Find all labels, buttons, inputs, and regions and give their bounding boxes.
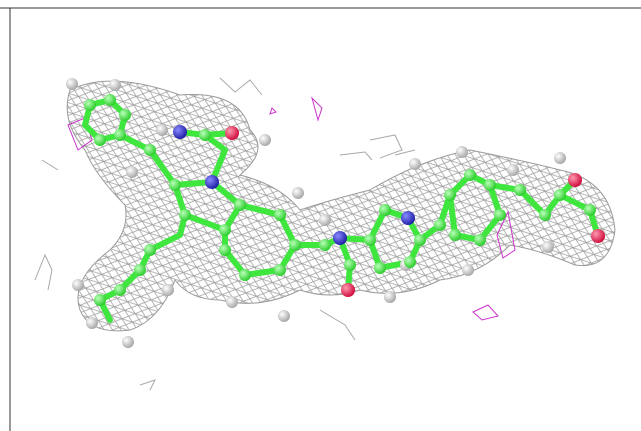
hydrogen-atom <box>292 187 304 199</box>
carbon-atom <box>144 244 156 256</box>
carbon-atom <box>169 179 181 191</box>
mesh-fragment <box>496 210 516 259</box>
mesh-fragment <box>67 117 93 151</box>
hydrogen-atom <box>259 134 271 146</box>
carbon-atom <box>319 239 331 251</box>
hydrogen-atom <box>162 284 174 296</box>
negative-density <box>67 96 516 321</box>
nitrogen-atom <box>333 231 347 245</box>
oxygen-atom <box>591 229 605 243</box>
carbon-atom <box>199 129 211 141</box>
carbon-atom <box>514 184 526 196</box>
heavy-atoms <box>84 94 605 306</box>
hydrogen-atom <box>456 146 468 158</box>
carbon-atom <box>494 209 506 221</box>
mesh-fragment <box>472 304 499 321</box>
mesh-strand <box>34 253 53 291</box>
carbon-atom <box>274 264 286 276</box>
carbon-atom <box>114 129 126 141</box>
hydrogen-atom <box>109 79 121 91</box>
carbon-atom <box>219 224 231 236</box>
hydrogen-atom <box>409 158 421 170</box>
carbon-atom <box>134 264 146 276</box>
carbon-atom <box>274 209 286 221</box>
carbon-atom <box>539 209 551 221</box>
carbon-atom <box>414 234 426 246</box>
mesh-blob <box>66 80 616 332</box>
carbon-atom <box>374 262 386 274</box>
carbon-atom <box>364 234 376 246</box>
hydrogen-atom <box>278 310 290 322</box>
carbon-atom <box>444 189 456 201</box>
nitrogen-atom <box>401 211 415 225</box>
hydrogen-atom <box>86 317 98 329</box>
hydrogen-atom <box>554 152 566 164</box>
mesh-strand <box>369 134 403 159</box>
oxygen-atom <box>568 173 582 187</box>
carbon-atom <box>484 179 496 191</box>
carbon-atom <box>219 244 231 256</box>
nitrogen-atom <box>205 175 219 189</box>
mesh-strand <box>339 151 373 161</box>
carbon-atom <box>94 134 106 146</box>
mesh-strand <box>219 77 263 96</box>
carbon-atom <box>449 229 461 241</box>
mesh-strand <box>319 309 356 341</box>
mesh-strand <box>394 149 416 156</box>
density-mesh <box>34 77 616 391</box>
carbon-atom <box>114 284 126 296</box>
carbon-atom <box>289 239 301 251</box>
carbon-atom <box>239 269 251 281</box>
carbon-atom <box>584 204 596 216</box>
mesh-strand <box>41 159 59 171</box>
carbon-atom <box>404 256 416 268</box>
hydrogen-atom <box>542 241 554 253</box>
hydrogen-atom <box>319 214 331 226</box>
carbon-atom <box>554 189 566 201</box>
carbon-atom <box>179 209 191 221</box>
carbon-atom <box>144 144 156 156</box>
carbon-atom <box>434 219 446 231</box>
bond-path <box>182 179 243 233</box>
carbon-atom <box>104 94 116 106</box>
carbon-atom <box>94 294 106 306</box>
hydrogen-atom <box>462 264 474 276</box>
mesh-strand <box>139 379 156 391</box>
mesh-fragment <box>311 96 323 122</box>
carbon-atom <box>464 169 476 181</box>
hydrogen-atom <box>126 166 138 178</box>
hydrogen-atom <box>226 296 238 308</box>
carbon-atom <box>119 109 131 121</box>
carbon-atom <box>84 99 96 111</box>
hydrogen-atom <box>156 124 168 136</box>
oxygen-atom <box>341 283 355 297</box>
hydrogen-atom <box>122 336 134 348</box>
carbon-atom <box>379 204 391 216</box>
oxygen-atom <box>225 126 239 140</box>
hydrogen-atom <box>384 291 396 303</box>
carbon-atom <box>234 199 246 211</box>
hydrogen-atom <box>66 78 78 90</box>
hydrogen-atom <box>72 279 84 291</box>
hydrogen-atom <box>507 164 519 176</box>
carbon-atom <box>474 234 486 246</box>
hydrogens <box>66 78 566 348</box>
carbon-atom <box>344 259 356 271</box>
nitrogen-atom <box>173 125 187 139</box>
mesh-fragment <box>269 107 277 115</box>
